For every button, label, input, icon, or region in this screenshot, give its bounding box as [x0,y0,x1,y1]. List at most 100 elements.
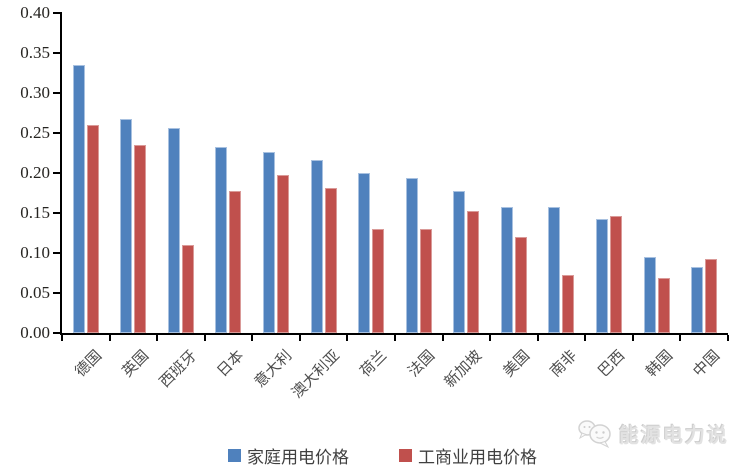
bar-group-11 [538,13,586,333]
bar-industrial [562,275,575,333]
x-axis-label: 德国 [71,347,105,381]
x-axis-tick [394,335,396,341]
y-axis-tick [53,132,61,134]
y-axis-tick [53,252,61,254]
bar-industrial [419,229,432,333]
bar-group-4 [205,13,253,333]
y-axis-label: 0.05 [20,283,50,302]
y-axis-tick [53,92,61,94]
y-axis-tick [53,212,61,214]
bar-industrial [181,245,194,333]
y-axis-tick [53,332,61,334]
bar-household [72,65,85,333]
bar-group-10 [490,13,538,333]
bar-household [500,206,513,333]
bar-household [167,128,180,333]
legend-swatch-household [228,449,241,462]
bar-household [596,218,609,333]
y-axis-tick [53,172,61,174]
y-axis-tick [53,292,61,294]
x-axis-tick [346,335,349,341]
x-axis-tick [489,335,492,341]
x-axis-label: 荷兰 [357,347,391,381]
y-axis-tick [53,12,61,14]
x-axis-label: 新加坡 [441,347,486,391]
y-axis-label: 0.25 [20,123,50,142]
legend-swatch-industrial [399,449,412,462]
x-axis-tick [203,335,206,341]
y-axis-label: 0.30 [20,83,50,102]
x-axis-label: 南非 [547,347,581,381]
watermark-text: 能源电力说 [619,424,729,447]
bar-household [643,257,656,333]
y-axis-label: 0.35 [20,43,50,62]
x-axis-tick [251,335,254,341]
y-axis-tick [53,52,61,54]
bar-household [405,177,418,333]
legend-item-industrial: 工商业用电价格 [399,443,537,468]
bar-group-5 [252,13,300,333]
bar-group-8 [395,13,443,333]
chat-bubbles-logo-icon [578,420,611,449]
x-axis-tick [631,335,634,341]
bar-household [215,147,228,333]
bar-industrial [467,211,480,333]
bar-household [358,173,371,333]
x-axis-tick [679,335,682,341]
x-axis-tick [584,335,587,341]
bar-industrial [372,229,385,333]
x-axis-tick [298,335,301,341]
bar-group-2 [110,13,158,333]
y-axis-label: 0.10 [20,243,50,262]
bar-group-3 [157,13,205,333]
y-axis-line [60,12,62,335]
y-axis-label: 0.00 [20,323,50,342]
y-axis-label: 0.15 [20,203,50,222]
bar-group-12 [585,13,633,333]
bar-household [453,190,466,333]
legend-label-industrial: 工商业用电价格 [418,448,537,467]
x-axis-label: 西班牙 [156,347,201,391]
legend-item-household: 家庭用电价格 [228,443,349,468]
x-axis-tick [536,335,539,341]
x-axis-label: 美国 [499,347,534,381]
bar-household [310,160,323,333]
bar-industrial [134,145,147,333]
bar-household [691,267,704,333]
bar-group-7 [347,13,395,333]
bar-industrial [229,191,242,333]
x-axis-tick [156,335,159,341]
x-axis-label: 中国 [690,347,724,381]
bar-group-14 [680,13,728,333]
x-axis-label: 英国 [119,347,153,381]
x-axis-label: 日本 [214,347,248,381]
x-axis-label: 法国 [404,347,438,381]
x-axis-label: 澳大利亚 [288,347,343,402]
bar-household [120,118,133,333]
bar-industrial [705,258,718,333]
legend-label-household: 家庭用电价格 [247,448,349,467]
bar-group-6 [300,13,348,333]
bar-industrial [610,216,623,333]
x-axis-label: 韩国 [642,347,676,381]
bar-group-13 [633,13,681,333]
bar-group-9 [443,13,491,333]
x-axis-tick [727,335,729,341]
x-axis-tick [61,335,63,341]
x-axis-tick [441,335,444,341]
bar-industrial [324,188,337,333]
bar-group-1 [62,13,110,333]
y-axis-label: 0.20 [20,163,50,182]
bar-industrial [277,175,290,333]
bar-industrial [657,277,670,333]
watermark: 能源电力说 [576,417,729,449]
y-axis-label: 0.40 [20,3,50,22]
bar-industrial [86,125,99,333]
bar-household [548,206,561,333]
bar-household [263,152,276,333]
bar-industrial [514,237,527,333]
legend: 家庭用电价格 工商业用电价格 [228,443,537,468]
x-axis-tick [108,335,111,341]
x-axis-line [60,333,728,335]
